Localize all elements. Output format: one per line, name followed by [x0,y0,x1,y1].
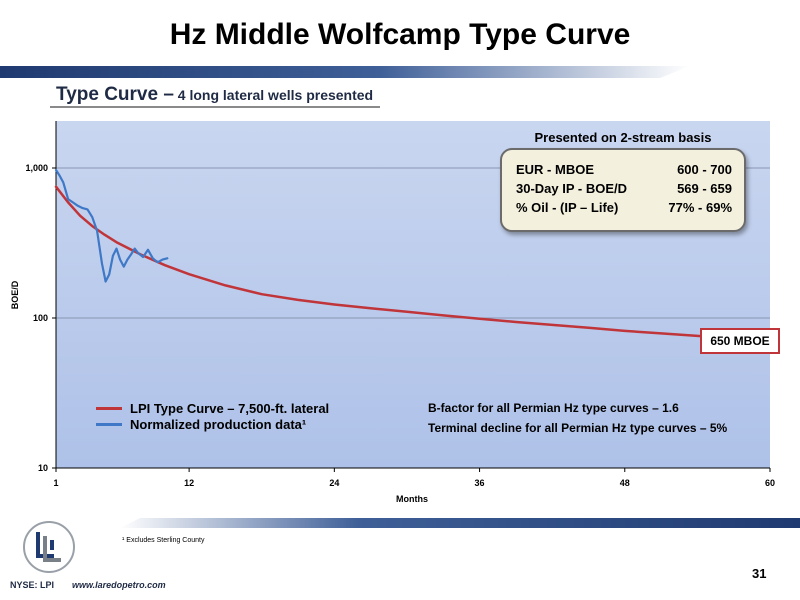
x-tick-label: 24 [329,478,339,488]
curve-notes: B-factor for all Permian Hz type curves … [428,401,727,441]
metric-row-ip: 30-Day IP - BOE/D 569 - 659 [516,181,732,196]
eur-end-label: 650 MBOE [700,328,780,354]
metric-row-eur: EUR - MBOE 600 - 700 [516,162,732,177]
x-tick-label: 1 [53,478,58,488]
subtitle-underline [50,106,380,108]
legend-swatch [96,406,122,410]
page-number: 31 [752,566,767,581]
y-tick-label: 1,000 [25,163,48,173]
chart-subtitle: Type Curve – 4 long lateral wells presen… [56,84,373,106]
lpi-logo-icon [23,521,75,573]
axes: 10 100 1,000 1 12 24 36 48 60 [25,121,775,488]
note-terminal-decline: Terminal decline for all Permian Hz type… [428,421,728,435]
legend-item-production: Normalized production data¹ [96,416,329,432]
y-tick-label: 10 [38,463,48,473]
metric-label: % Oil - (IP – Life) [516,200,619,215]
metrics-box: EUR - MBOE 600 - 700 30-Day IP - BOE/D 5… [500,148,746,232]
series-lines [54,168,711,338]
y-tick-label: 100 [33,313,48,323]
x-tick-label: 12 [184,478,194,488]
info-box-header: Presented on 2-stream basis [534,130,712,145]
y-axis-label: BOE/D [10,280,20,309]
legend-item-type-curve: LPI Type Curve – 7,500-ft. lateral [96,400,329,416]
subtitle-main: Type Curve – [56,84,174,105]
metric-value: 569 - 659 [677,181,732,196]
legend-label: Normalized production data¹ [130,416,307,432]
type-curve-line [54,185,711,338]
production-data-line [54,168,169,283]
legend-label: LPI Type Curve – 7,500-ft. lateral [130,400,330,416]
note-b-factor: B-factor for all Permian Hz type curves … [428,401,679,415]
footnote: ¹ Excludes Sterling County [122,537,205,544]
x-tick-label: 60 [765,478,775,488]
footer-band [120,518,800,528]
metric-value: 77% - 69% [668,200,732,215]
metric-value: 600 - 700 [677,162,732,177]
subtitle-detail: 4 long lateral wells presented [173,87,374,103]
header-band [0,66,690,78]
x-axis-label: Months [396,494,428,504]
website-link[interactable]: www.laredopetro.com [72,580,166,590]
stock-ticker: NYSE: LPI [10,580,55,590]
legend-swatch [96,422,122,426]
x-tick-label: 36 [475,478,485,488]
type-curve-chart: 10 100 1,000 1 12 24 36 48 60 BOE/D Months [10,121,775,504]
metric-label: EUR - MBOE [516,162,594,177]
metric-label: 30-Day IP - BOE/D [516,181,628,196]
chart-legend: LPI Type Curve – 7,500-ft. lateral Norma… [96,400,329,432]
slide-title: Hz Middle Wolfcamp Type Curve [169,18,631,51]
metric-row-oil: % Oil - (IP – Life) 77% - 69% [516,200,732,215]
x-tick-label: 48 [620,478,630,488]
